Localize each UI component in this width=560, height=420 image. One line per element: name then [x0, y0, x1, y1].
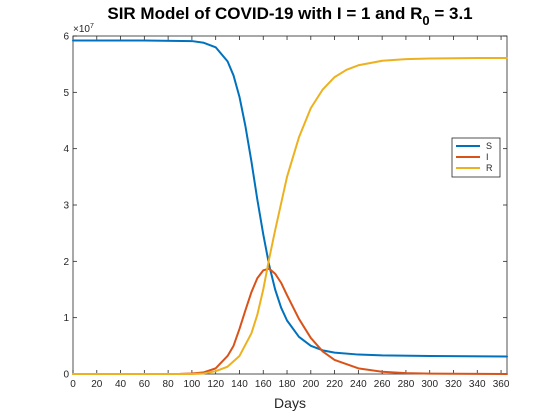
x-tick-label: 40	[115, 379, 127, 390]
x-tick-label: 20	[91, 379, 103, 390]
y-axis-multiplier: ×107	[73, 23, 94, 35]
x-tick-label: 100	[184, 379, 201, 390]
x-tick-label: 340	[469, 379, 486, 390]
x-tick-label: 360	[493, 379, 510, 390]
chart-title-tail: = 3.1	[430, 4, 473, 23]
y-tick-label: 3	[63, 201, 69, 212]
x-tick-label: 300	[421, 379, 438, 390]
x-axis-ticks: 0 20 40 60 80 100 120 140 160 180 200 220 240 260 280 3…	[70, 36, 510, 390]
legend-label-i: I	[486, 152, 489, 162]
x-tick-label: 60	[139, 379, 151, 390]
legend: SIR	[451, 137, 501, 178]
axes-box	[72, 35, 508, 375]
x-tick-label: 240	[350, 379, 367, 390]
x-axis-label: Days	[274, 395, 306, 411]
x-tick-label: 140	[231, 379, 248, 390]
x-tick-label: 160	[255, 379, 272, 390]
chart-title-subscript: 0	[422, 13, 429, 28]
y-tick-label: 5	[63, 88, 69, 99]
series-line-i	[72, 267, 508, 375]
series-lines	[72, 39, 508, 375]
plot-area	[72, 35, 508, 375]
series-line-s	[72, 39, 508, 358]
x-tick-label: 280	[398, 379, 415, 390]
y-multiplier-exponent: 7	[90, 23, 94, 30]
chart-title-main: SIR Model of COVID-19 with I = 1 and R	[107, 4, 422, 23]
x-tick-label: 220	[326, 379, 343, 390]
x-tick-label: 320	[445, 379, 462, 390]
x-tick-label: 120	[207, 379, 224, 390]
y-tick-label: 6	[63, 32, 69, 43]
x-tick-label: 180	[279, 379, 296, 390]
x-tick-label: 260	[374, 379, 391, 390]
y-tick-label: 4	[63, 144, 69, 155]
y-tick-label: 1	[63, 313, 69, 324]
x-tick-label: 0	[70, 379, 76, 390]
y-tick-label: 0	[63, 370, 69, 381]
chart-title: SIR Model of COVID-19 with I = 1 and R0 …	[107, 4, 472, 28]
legend-label-s: S	[486, 141, 492, 151]
y-axis-ticks: 0 1 2 3 4 5 6	[63, 32, 507, 381]
y-multiplier-base: ×10	[73, 24, 90, 35]
series-line-r	[72, 56, 508, 375]
y-tick-label: 2	[63, 257, 69, 268]
x-tick-label: 80	[163, 379, 175, 390]
legend-label-r: R	[486, 163, 493, 173]
x-tick-label: 200	[302, 379, 319, 390]
